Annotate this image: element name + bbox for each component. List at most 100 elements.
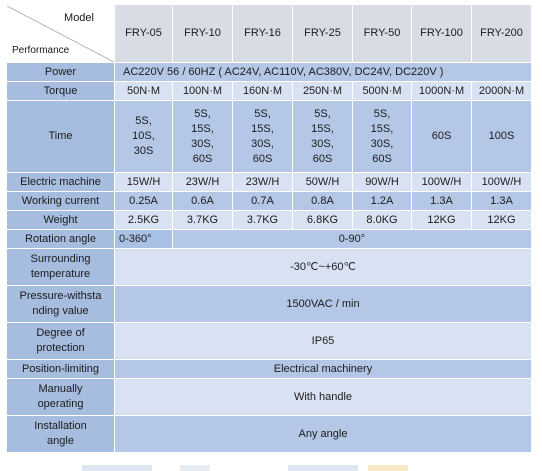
electric-machine-row: Electric machine 15W/H 23W/H 23W/H 50W/H…: [6, 172, 532, 192]
torque-value: 250N·M: [292, 81, 353, 101]
row-label: Surrounding temperature: [6, 248, 115, 286]
row-label: Manually operating: [6, 378, 115, 416]
working-current-value: 1.3A: [471, 191, 532, 211]
row-label: Pressure-withsta nding value: [6, 285, 115, 323]
row-label: Electric machine: [6, 172, 115, 192]
row-label-line: Manually: [38, 383, 83, 395]
time-line: 15S,: [370, 122, 394, 135]
model-header: FRY-25: [292, 4, 353, 63]
watermark-strip: [82, 465, 152, 471]
working-current-value: 0.6A: [172, 191, 233, 211]
specification-table: Model Performance FRY-05 FRY-10 FRY-16 F…: [6, 4, 532, 453]
weight-value: 6.8KG: [292, 210, 353, 230]
time-line: 5S,: [254, 107, 271, 120]
time-line: 5S,: [135, 115, 152, 127]
row-label-line: Pressure-withsta: [19, 290, 102, 302]
model-header: FRY-16: [232, 4, 293, 63]
weight-value: 8.0KG: [352, 210, 412, 230]
torque-value: 1000N·M: [411, 81, 472, 101]
row-label-line: operating: [37, 398, 84, 410]
time-row: Time 5S, 10S, 30S 5S, 15S, 30S, 60S 5S, …: [6, 100, 532, 173]
surrounding-temperature-value: -30℃~+60℃: [114, 248, 532, 286]
weight-value: 2.5KG: [114, 210, 173, 230]
row-label: Rotation angle: [6, 229, 115, 249]
row-label: Working current: [6, 191, 115, 211]
corner-model-label: Model: [64, 11, 94, 24]
row-label-line: angle: [47, 435, 74, 447]
time-line: 30S,: [251, 137, 274, 150]
row-label-line: nding value: [32, 305, 89, 317]
model-header: FRY-50: [352, 4, 412, 63]
time-line: 60S: [192, 152, 213, 165]
time-line: 10S,: [132, 130, 155, 142]
row-label-line: Surrounding: [30, 253, 91, 265]
row-label-line: protection: [36, 342, 85, 354]
time-value: 5S, 15S, 30S, 60S: [292, 100, 353, 173]
electric-machine-value: 50W/H: [292, 172, 353, 192]
watermark-strip: [288, 465, 358, 471]
weight-value: 3.7KG: [172, 210, 233, 230]
power-row: Power AC220V 56 / 60HZ ( AC24V, AC110V, …: [6, 62, 532, 82]
working-current-value: 1.3A: [411, 191, 472, 211]
position-limiting-row: Position-limiting Electrical machinery: [6, 359, 532, 379]
time-value: 5S, 15S, 30S, 60S: [232, 100, 293, 173]
weight-row: Weight 2.5KG 3.7KG 3.7KG 6.8KG 8.0KG 12K…: [6, 210, 532, 230]
time-line: 30S,: [311, 137, 334, 150]
time-value: 5S, 15S, 30S, 60S: [352, 100, 412, 173]
electric-machine-value: 90W/H: [352, 172, 412, 192]
time-line: 15S,: [311, 122, 334, 135]
header-corner-cell: Model Performance: [6, 4, 115, 63]
row-label: Power: [6, 62, 115, 82]
torque-value: 2000N·M: [471, 81, 532, 101]
time-value: 5S, 15S, 30S, 60S: [172, 100, 233, 173]
row-label: Weight: [6, 210, 115, 230]
position-limiting-value: Electrical machinery: [114, 359, 532, 379]
manual-operating-value: With handle: [114, 378, 532, 416]
working-current-row: Working current 0.25A 0.6A 0.7A 0.8A 1.2…: [6, 191, 532, 211]
row-label: Time: [6, 100, 115, 173]
rotation-angle-value: 0-360°: [114, 229, 173, 249]
torque-value: 50N·M: [114, 81, 173, 101]
torque-value: 500N·M: [352, 81, 412, 101]
installation-angle-value: Any angle: [114, 415, 532, 453]
rotation-angle-row: Rotation angle 0-360° 0-90°: [6, 229, 532, 249]
time-line: 15S,: [251, 122, 274, 135]
time-line: 60S: [372, 152, 392, 165]
time-line: 30S,: [191, 137, 214, 150]
time-line: 5S,: [314, 107, 331, 120]
working-current-value: 0.25A: [114, 191, 173, 211]
working-current-value: 1.2A: [352, 191, 412, 211]
electric-machine-value: 15W/H: [114, 172, 173, 192]
model-header: FRY-200: [471, 4, 532, 63]
row-label: Torque: [6, 81, 115, 101]
weight-value: 12KG: [411, 210, 472, 230]
installation-angle-row: Installation angle Any angle: [6, 415, 532, 453]
row-label: Degree of protection: [6, 322, 115, 360]
protection-row: Degree of protection IP65: [6, 322, 532, 360]
power-value: AC220V 56 / 60HZ ( AC24V, AC110V, AC380V…: [114, 62, 532, 82]
time-line: 60S: [312, 152, 333, 165]
time-line: 60S: [252, 152, 273, 165]
pressure-withstanding-row: Pressure-withsta nding value 1500VAC / m…: [6, 285, 532, 323]
time-line: 60S: [431, 130, 452, 142]
protection-value: IP65: [114, 322, 532, 360]
header-row: Model Performance FRY-05 FRY-10 FRY-16 F…: [6, 4, 532, 63]
torque-row: Torque 50N·M 100N·M 160N·M 250N·M 500N·M…: [6, 81, 532, 101]
working-current-value: 0.8A: [292, 191, 353, 211]
weight-value: 12KG: [471, 210, 532, 230]
electric-machine-value: 100W/H: [471, 172, 532, 192]
time-line: 100S: [488, 130, 515, 142]
electric-machine-value: 100W/H: [411, 172, 472, 192]
torque-value: 100N·M: [172, 81, 233, 101]
electric-machine-value: 23W/H: [172, 172, 233, 192]
time-line: 15S,: [191, 122, 214, 135]
row-label-line: Degree of: [36, 327, 85, 339]
pressure-withstanding-value: 1500VAC / min: [114, 285, 532, 323]
time-value: 100S: [471, 100, 532, 173]
row-label: Installation angle: [6, 415, 115, 453]
watermark-strip: [180, 465, 210, 471]
row-label-line: Installation: [34, 420, 87, 432]
row-label-line: temperature: [30, 268, 91, 280]
time-line: 30S: [133, 145, 154, 157]
row-label: Position-limiting: [6, 359, 115, 379]
